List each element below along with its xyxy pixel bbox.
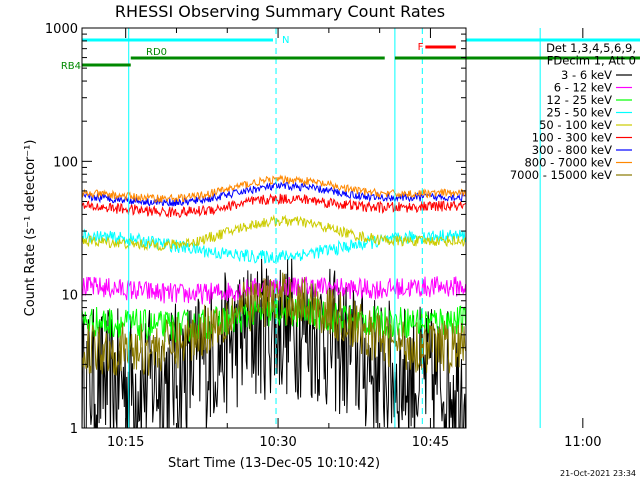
x-tick-label-0: 10:15 [107, 435, 144, 450]
legend-label-8: 7000 - 15000 keV [510, 168, 612, 182]
legend-label-2: 12 - 25 keV [546, 93, 612, 107]
y-tick-label-0: 1 [70, 422, 78, 437]
series-layer [82, 174, 466, 428]
series-line-7 [82, 174, 466, 203]
legend-label-0: 3 - 6 keV [561, 68, 612, 82]
series-line-0 [82, 258, 466, 428]
bar-label-f: F [418, 42, 424, 53]
axes: 110100100010:1510:3010:4511:0011:1511:30… [45, 22, 602, 450]
x-tick-label-3: 11:00 [564, 435, 601, 450]
timestamp: 21-Oct-2021 23:34 [560, 469, 636, 478]
y-axis-label: Count Rate (s⁻¹ detector⁻¹) [23, 140, 38, 317]
series-line-4 [82, 214, 466, 252]
legend-header-0: Det 1,3,4,5,6,9, [546, 41, 636, 55]
legend-label-1: 6 - 12 keV [554, 81, 612, 95]
legend: Det 1,3,4,5,6,9,FDecim 1, Att 03 - 6 keV… [510, 41, 636, 182]
plot-frame [81, 27, 467, 429]
y-tick-label-3: 1000 [45, 22, 78, 37]
legend-label-4: 50 - 100 keV [539, 118, 612, 132]
legend-label-7: 800 - 7000 keV [524, 156, 612, 170]
series-line-5 [82, 193, 466, 219]
legend-label-6: 300 - 800 keV [532, 143, 612, 157]
vertical-markers [128, 28, 541, 428]
bar-label-n: N [282, 35, 289, 46]
legend-label-5: 100 - 300 keV [532, 131, 612, 145]
y-tick-label-2: 100 [53, 155, 78, 170]
bar-annotations: N F RD0 RB4 [61, 35, 640, 72]
legend-label-3: 25 - 50 keV [546, 106, 612, 120]
x-tick-label-1: 10:30 [259, 435, 296, 450]
series-line-8 [82, 272, 466, 376]
y-tick-label-1: 10 [61, 289, 78, 304]
x-axis-label: Start Time (13-Dec-05 10:10:42) [168, 456, 380, 471]
series-line-1 [82, 276, 466, 305]
series-line-3 [82, 228, 466, 264]
bar-label-rd0: RD0 [146, 47, 167, 58]
bar-label-rb4: RB4 [61, 61, 81, 72]
legend-header-1: FDecim 1, Att 0 [547, 54, 636, 68]
x-tick-label-2: 10:45 [412, 435, 449, 450]
chart-title: RHESSI Observing Summary Count Rates [115, 2, 445, 21]
